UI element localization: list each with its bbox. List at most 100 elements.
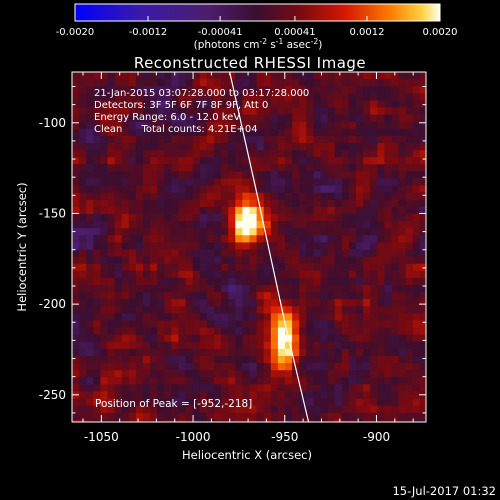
- heatmap-cell: [157, 206, 165, 215]
- heatmap-cell: [249, 391, 257, 399]
- heatmap-cell: [405, 363, 414, 371]
- heatmap-cell: [292, 128, 300, 137]
- heatmap-cell: [185, 348, 194, 357]
- heatmap-cell: [405, 348, 414, 357]
- heatmap-cell: [228, 114, 236, 123]
- heatmap-cell: [107, 128, 115, 137]
- heatmap-cell: [150, 419, 158, 422]
- heatmap-cell: [356, 242, 364, 250]
- heatmap-cell: [164, 192, 172, 201]
- x-tick-label: -950: [271, 430, 298, 444]
- heatmap-cell: [249, 334, 257, 343]
- heatmap-cell: [171, 199, 179, 208]
- heatmap-cell: [107, 100, 115, 108]
- info-time-range: 21-Jan-2015 03:07:28.000 to 03:17:28.000: [94, 88, 309, 99]
- heatmap-cell: [79, 398, 87, 407]
- heatmap-cell: [348, 377, 357, 385]
- heatmap-cell: [320, 157, 328, 165]
- heatmap-cell: [206, 135, 215, 144]
- heatmap-cell: [121, 263, 130, 272]
- heatmap-cell: [419, 93, 426, 101]
- heatmap-cell: [235, 370, 243, 378]
- heatmap-cell: [79, 128, 87, 137]
- heatmap-cell: [185, 242, 194, 250]
- heatmap-cell: [178, 263, 186, 272]
- heatmap-cell: [100, 128, 108, 137]
- heatmap-cell: [107, 214, 115, 222]
- heatmap-cell: [214, 277, 222, 286]
- heatmap-cell: [107, 363, 115, 371]
- heatmap-cell: [214, 192, 222, 201]
- heatmap-cell: [157, 235, 165, 243]
- heatmap-cell: [356, 150, 364, 158]
- heatmap-cell: [114, 363, 123, 371]
- heatmap-cell: [206, 363, 215, 371]
- heatmap-cell: [292, 93, 300, 101]
- heatmap-cell: [185, 370, 194, 378]
- heatmap-cell: [249, 412, 257, 421]
- heatmap-cell: [79, 299, 87, 307]
- heatmap-cell: [348, 93, 357, 101]
- heatmap-cell: [242, 228, 250, 236]
- heatmap-cell: [199, 334, 208, 343]
- heatmap-cell: [214, 391, 222, 399]
- heatmap-cell: [249, 384, 257, 392]
- heatmap-cell: [405, 242, 414, 250]
- heatmap-cell: [199, 270, 208, 279]
- heatmap-cell: [363, 277, 371, 286]
- heatmap-cell: [206, 341, 215, 350]
- heatmap-cell: [192, 114, 201, 123]
- heatmap-cell: [192, 320, 201, 328]
- heatmap-cell: [242, 249, 250, 257]
- heatmap-cell: [100, 412, 108, 421]
- heatmap-cell: [398, 214, 407, 222]
- heatmap-cell: [405, 398, 414, 407]
- heatmap-cell: [135, 93, 144, 101]
- heatmap-cell: [128, 72, 137, 80]
- heatmap-cell: [285, 405, 293, 414]
- heatmap-cell: [128, 391, 137, 399]
- heatmap-cell: [277, 107, 286, 115]
- heatmap-cell: [249, 164, 257, 172]
- heatmap-cell: [270, 384, 279, 392]
- heatmap-cell: [192, 356, 201, 364]
- heatmap-cell: [72, 348, 80, 357]
- heatmap-cell: [199, 128, 208, 137]
- heatmap-cell: [121, 171, 130, 179]
- heatmap-cell: [235, 277, 243, 286]
- heatmap-cell: [150, 270, 158, 279]
- heatmap-cell: [327, 164, 336, 172]
- heatmap-cell: [79, 206, 87, 215]
- heatmap-cell: [199, 150, 208, 158]
- heatmap-cell: [128, 377, 137, 385]
- heatmap-cell: [150, 341, 158, 350]
- heatmap-cell: [100, 192, 108, 201]
- heatmap-cell: [150, 285, 158, 293]
- heatmap-cell: [235, 228, 243, 236]
- heatmap-cell: [128, 121, 137, 130]
- heatmap-cell: [242, 221, 250, 229]
- heatmap-cell: [292, 313, 300, 321]
- heatmap-cell: [206, 313, 215, 321]
- heatmap-cell: [370, 306, 378, 314]
- heatmap-cell: [405, 79, 414, 87]
- heatmap-cell: [356, 277, 364, 286]
- heatmap-cell: [256, 114, 265, 123]
- heatmap-cell: [185, 235, 194, 243]
- heatmap-cell: [128, 327, 137, 336]
- heatmap-cell: [256, 327, 265, 336]
- heatmap-cell: [164, 341, 172, 350]
- heatmap-cell: [143, 356, 151, 364]
- heatmap-cell: [128, 348, 137, 357]
- heatmap-cell: [128, 235, 137, 243]
- heatmap-cell: [363, 100, 371, 108]
- heatmap-cell: [377, 157, 385, 165]
- heatmap-cell: [114, 79, 123, 87]
- heatmap-cell: [363, 285, 371, 293]
- heatmap-cell: [377, 93, 385, 101]
- heatmap-cell: [263, 348, 272, 357]
- heatmap-cell: [263, 135, 272, 144]
- heatmap-cell: [249, 93, 257, 101]
- heatmap-cell: [334, 206, 343, 215]
- heatmap-cell: [384, 100, 392, 108]
